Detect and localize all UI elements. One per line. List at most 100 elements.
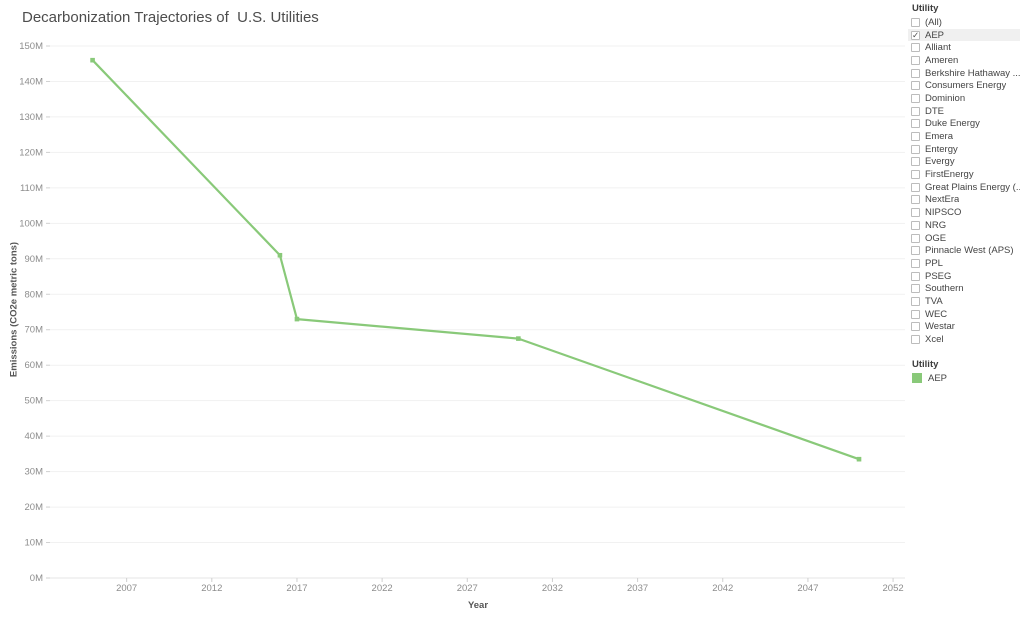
data-point-marker[interactable]	[90, 57, 95, 63]
filter-item-westar[interactable]: Westar	[908, 321, 1020, 334]
filter-item-label: Great Plains Energy (...	[925, 181, 1020, 193]
filter-item-aep[interactable]: ✓ AEP	[908, 28, 1020, 42]
filter-item-label: NIPSCO	[925, 207, 962, 219]
filter-item-nextera[interactable]: NextEra	[908, 194, 1020, 207]
checkbox-checked-icon[interactable]: ✓	[911, 29, 920, 40]
filter-item-label: Consumers Energy	[925, 80, 1007, 92]
y-tick-label: 30M	[25, 467, 44, 478]
filter-item-label: NRG	[925, 219, 947, 231]
x-tick-label: 2007	[116, 583, 137, 594]
filter-item-nipsco[interactable]: NIPSCO	[908, 206, 1020, 219]
filter-item-great-plains-energy[interactable]: Great Plains Energy (...	[908, 181, 1020, 194]
checkbox-icon[interactable]	[911, 55, 920, 65]
checkbox-icon[interactable]	[911, 132, 920, 142]
checkbox-icon[interactable]	[911, 284, 920, 294]
filter-item-oge[interactable]: OGE	[908, 232, 1020, 245]
filter-item-label: Berkshire Hathaway ...	[925, 67, 1020, 79]
y-tick-label: 100M	[19, 218, 43, 229]
x-tick-label: 2042	[712, 583, 733, 594]
filter-item-label: WEC	[925, 308, 948, 320]
checkbox-icon[interactable]	[911, 68, 920, 78]
filter-item-label: Emera	[925, 131, 953, 143]
x-tick-label: 2012	[201, 583, 222, 594]
checkbox-icon[interactable]	[911, 144, 920, 154]
filter-item-southern[interactable]: Southern	[908, 282, 1020, 295]
filter-item-emera[interactable]: Emera	[908, 130, 1020, 143]
filter-item-dte[interactable]: DTE	[908, 105, 1020, 118]
filter-item-pseg[interactable]: PSEG	[908, 270, 1020, 283]
x-tick-label: 2047	[797, 583, 818, 594]
y-tick-label: 10M	[25, 538, 44, 549]
y-tick-label: 130M	[19, 112, 43, 123]
filter-item-label: AEP	[925, 29, 945, 41]
checkbox-icon[interactable]	[911, 170, 920, 180]
x-tick-label: 2022	[372, 583, 393, 594]
filter-item-label: PSEG	[925, 270, 952, 282]
filter-item-label: FirstEnergy	[925, 169, 974, 181]
y-tick-label: 80M	[25, 289, 44, 300]
filter-item-nrg[interactable]: NRG	[908, 219, 1020, 232]
data-point-marker[interactable]	[277, 252, 283, 258]
checkbox-icon[interactable]	[911, 220, 920, 230]
filter-item-label: DTE	[925, 105, 944, 117]
legend-swatch-icon	[912, 373, 922, 384]
checkbox-icon[interactable]	[911, 271, 920, 281]
filter-item-consumers-energy[interactable]: Consumers Energy	[908, 79, 1020, 92]
legend-item-aep[interactable]: AEP	[908, 372, 1020, 385]
filter-item-tva[interactable]: TVA	[908, 295, 1020, 308]
x-tick-label: 2027	[457, 583, 478, 594]
checkbox-icon[interactable]	[911, 208, 920, 218]
filter-item-ppl[interactable]: PPL	[908, 257, 1020, 270]
y-tick-label: 50M	[25, 396, 44, 407]
checkbox-icon[interactable]	[911, 246, 920, 256]
filter-item-firstenergy[interactable]: FirstEnergy	[908, 168, 1020, 181]
y-tick-label: 90M	[25, 254, 44, 265]
data-point-marker[interactable]	[856, 456, 862, 462]
checkbox-icon[interactable]	[911, 258, 920, 268]
x-axis-title: Year	[467, 600, 489, 611]
filter-list: (All) ✓ AEP Alliant Ameren Berkshire Hathaway…	[908, 16, 1020, 346]
checkbox-icon[interactable]	[911, 335, 920, 345]
page-title: Decarbonization Trajectories of U.S. Uti…	[22, 9, 319, 26]
filter-title: Utility	[912, 3, 939, 14]
checkbox-icon[interactable]	[911, 93, 920, 103]
filter-item-entergy[interactable]: Entergy	[908, 143, 1020, 156]
filter-item-ameren[interactable]: Ameren	[908, 54, 1020, 67]
checkbox-icon[interactable]	[911, 43, 920, 53]
x-tick-label: 2037	[627, 583, 648, 594]
y-tick-label: 120M	[19, 147, 43, 158]
filter-item-pinnacle-west-aps[interactable]: Pinnacle West (APS)	[908, 244, 1020, 257]
series-line-aep[interactable]	[91, 59, 860, 461]
filter-item-label: Duke Energy	[925, 118, 980, 130]
filter-item-label: Ameren	[925, 54, 959, 66]
checkbox-icon[interactable]	[911, 81, 920, 91]
checkbox-icon[interactable]	[911, 309, 920, 319]
checkbox-icon[interactable]	[911, 157, 920, 167]
checkbox-icon[interactable]	[911, 119, 920, 129]
x-tick-label: 2052	[883, 583, 904, 594]
filter-item-dominion[interactable]: Dominion	[908, 92, 1020, 105]
filter-item-alliant[interactable]: Alliant	[908, 41, 1020, 54]
checkbox-icon[interactable]	[911, 17, 920, 27]
y-tick-label: 70M	[25, 325, 44, 336]
y-tick-label: 110M	[20, 183, 43, 194]
filter-item-duke-energy[interactable]: Duke Energy	[908, 118, 1020, 131]
legend-item-label: AEP	[928, 372, 948, 384]
filter-item-berkshire-hathaway[interactable]: Berkshire Hathaway ...	[908, 67, 1020, 80]
checkbox-icon[interactable]	[911, 182, 920, 192]
checkbox-icon[interactable]	[911, 322, 920, 332]
y-axis-title: Emissions (CO2e metric tons)	[8, 241, 20, 378]
data-point-marker[interactable]	[294, 316, 300, 322]
checkbox-icon[interactable]	[911, 195, 920, 205]
filter-item-wec[interactable]: WEC	[908, 308, 1020, 321]
data-point-marker[interactable]	[516, 336, 521, 341]
filter-item-xcel[interactable]: Xcel	[908, 333, 1020, 346]
filter-item-all[interactable]: (All)	[908, 16, 1020, 29]
filter-item-label: Entergy	[925, 143, 958, 155]
checkbox-icon[interactable]	[911, 233, 920, 243]
filter-item-label: Xcel	[925, 334, 944, 346]
checkbox-icon[interactable]	[911, 106, 920, 116]
filter-item-label: Southern	[925, 283, 964, 295]
checkbox-icon[interactable]	[911, 296, 920, 306]
filter-item-evergy[interactable]: Evergy	[908, 156, 1020, 169]
